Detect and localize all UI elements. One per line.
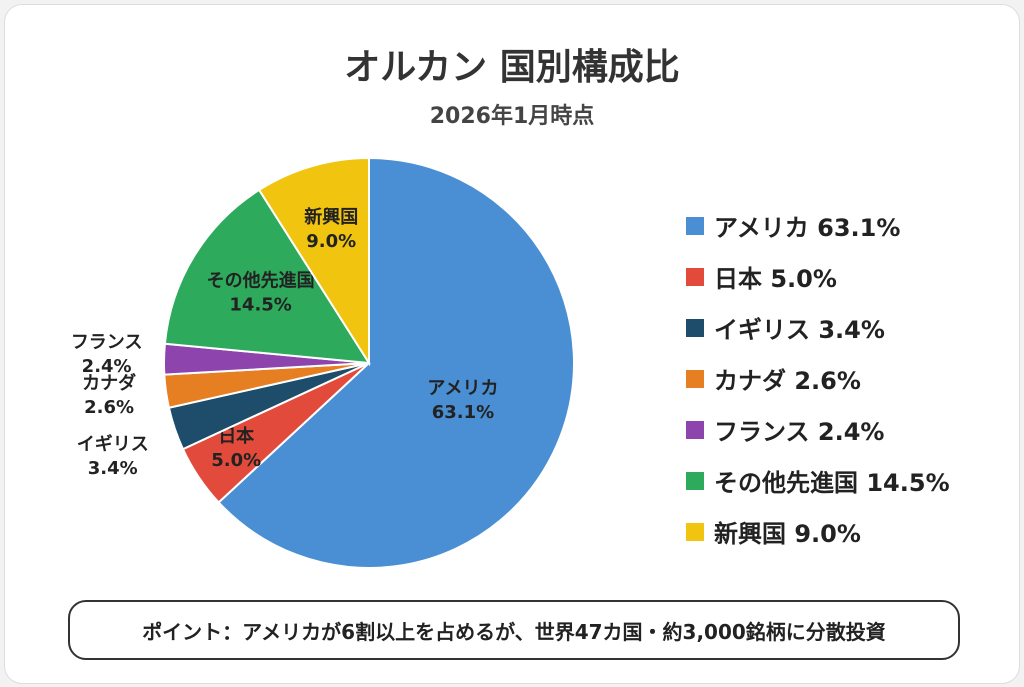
slice-name-label: アメリカ [427,378,498,399]
legend: アメリカ 63.1% 日本 5.0% イギリス 3.4% カナダ 2.6% フランス 2… [686,200,950,557]
pie-slice [257,156,370,367]
legend-swatch [686,522,704,541]
legend-swatch [686,369,704,388]
slice-value-label: 14.5% [229,295,291,316]
slice-value-label: 5.0% [211,450,261,471]
pie-slice [217,156,575,569]
chart-subtitle: 2026年1月時点 [429,104,595,129]
slice-name-label: イギリス [77,434,149,455]
slice-name-label: フランス [71,332,143,353]
legend-label: 新興国 9.0% [714,520,861,548]
slice-name-label: 新興国 [304,206,358,228]
legend-label: アメリカ 63.1% [714,214,901,242]
legend-label: その他先進国 14.5% [714,469,950,497]
legend-item: カナダ 2.6% [686,353,950,404]
legend-item: 新興国 9.0% [686,506,950,557]
legend-label: カナダ 2.6% [714,367,861,395]
slice-value-label: 63.1% [432,402,494,423]
chart-title: オルカン 国別構成比 [344,47,680,88]
slice-value-label: 2.4% [82,356,132,377]
legend-label: フランス 2.4% [714,418,885,446]
slice-value-label: 2.6% [84,397,134,418]
legend-swatch [686,471,704,490]
legend-swatch [686,216,704,235]
legend-swatch [686,420,704,439]
note-text: ポイント：アメリカが6割以上を占めるが、世界47カ国・約3,000銘柄に分散投資 [142,619,886,644]
note-box: ポイント：アメリカが6割以上を占めるが、世界47カ国・約3,000銘柄に分散投資 [68,600,960,660]
legend-item: 日本 5.0% [686,251,950,302]
legend-item: イギリス 3.4% [686,302,950,353]
slice-name-label: 日本 [218,425,254,447]
pie-slice [163,188,371,365]
legend-swatch [686,267,704,286]
legend-label: イギリス 3.4% [714,316,885,344]
slice-name-label: カナダ [82,372,136,394]
slice-name-label: その他先進国 [207,270,315,292]
legend-item: フランス 2.4% [686,404,950,455]
legend-item: その他先進国 14.5% [686,455,950,506]
legend-label: 日本 5.0% [714,265,837,293]
legend-item: アメリカ 63.1% [686,200,950,251]
legend-swatch [686,318,704,337]
slice-value-label: 9.0% [306,231,356,252]
slice-value-label: 3.4% [88,458,138,479]
